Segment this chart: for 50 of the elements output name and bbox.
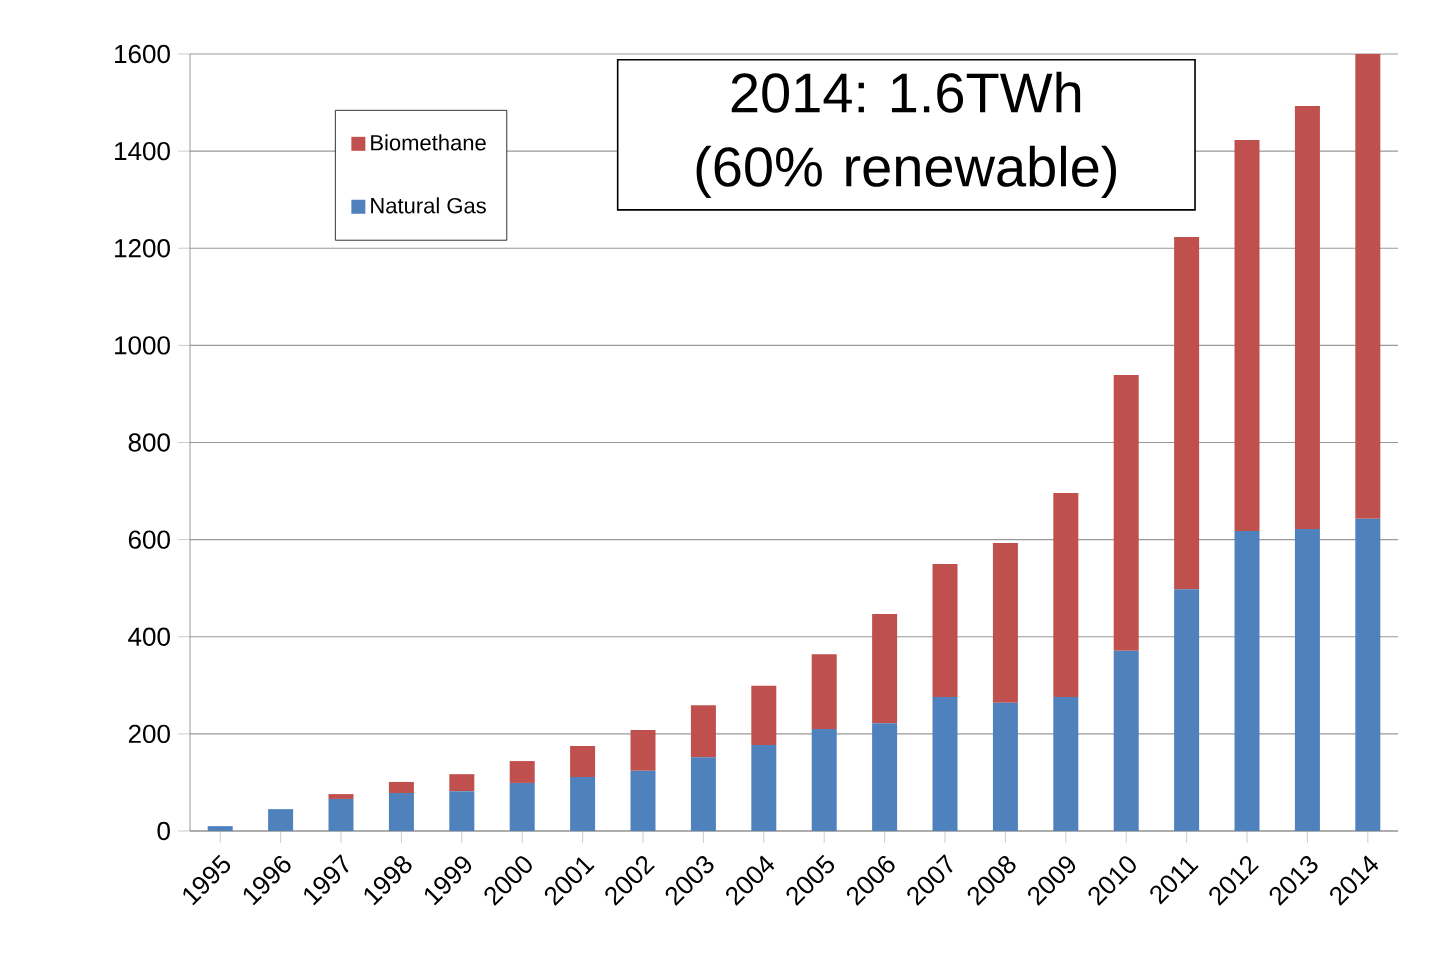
y-tick-label: 200	[128, 724, 170, 744]
bar	[811, 654, 837, 730]
bar	[872, 723, 898, 831]
bar	[268, 809, 294, 831]
y-tick-label: 1200	[115, 239, 170, 258]
bar	[1053, 696, 1079, 831]
bar	[1234, 139, 1260, 531]
y-tick-label: 0	[157, 821, 170, 841]
bar	[932, 563, 958, 697]
bar	[328, 794, 354, 799]
bar	[811, 729, 837, 831]
y-tick-label: 1600	[115, 44, 170, 64]
bar	[570, 746, 596, 778]
bar	[509, 761, 535, 783]
y-tick-label: 1400	[115, 141, 170, 161]
bar	[751, 745, 777, 831]
legend-label: Natural Gas	[371, 197, 486, 214]
bar	[1174, 237, 1200, 590]
bar	[690, 757, 716, 831]
annotation: 2014: 1.6TWh (60% renewable)	[696, 71, 1116, 198]
bar	[388, 781, 414, 794]
bar	[1294, 105, 1320, 529]
bar	[1355, 53, 1381, 519]
bar	[1113, 374, 1139, 651]
bar	[1113, 650, 1139, 831]
bar	[872, 613, 898, 724]
bar	[570, 777, 596, 831]
bar	[1053, 493, 1079, 697]
bar	[1234, 530, 1260, 831]
y-tick-label: 1000	[115, 336, 170, 355]
bar	[630, 729, 656, 771]
bar	[630, 770, 656, 831]
bar	[449, 774, 475, 792]
bar	[449, 791, 475, 831]
bar	[992, 543, 1018, 703]
y-tick-label: 800	[128, 433, 170, 452]
bar	[1355, 518, 1381, 831]
bar	[932, 696, 958, 831]
bar	[690, 705, 716, 758]
bar	[992, 702, 1018, 831]
bar	[509, 782, 535, 831]
y-tick-label: 600	[128, 530, 170, 549]
legend-label: Biomethane	[371, 134, 486, 151]
bar	[751, 685, 777, 746]
y-tick-label: 400	[128, 627, 170, 646]
bar	[328, 798, 354, 831]
bar	[1174, 589, 1200, 831]
bar	[207, 826, 233, 831]
bar	[388, 793, 414, 831]
bar	[1294, 528, 1320, 831]
